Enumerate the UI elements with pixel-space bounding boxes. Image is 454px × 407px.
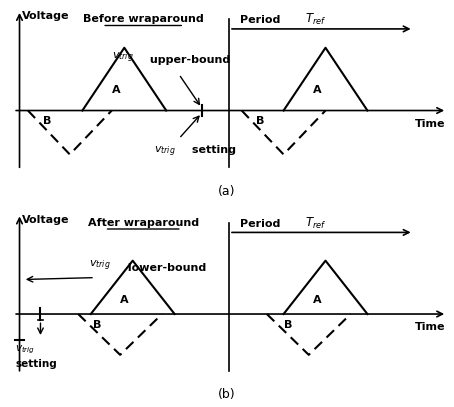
Text: $\mathit{T}_{ref}$: $\mathit{T}_{ref}$ xyxy=(305,215,326,230)
Text: After wraparound: After wraparound xyxy=(88,218,199,228)
Text: $\mathit{T}_{ref}$: $\mathit{T}_{ref}$ xyxy=(305,12,326,27)
Text: B: B xyxy=(257,116,265,126)
Text: Period: Period xyxy=(240,15,284,25)
Text: A: A xyxy=(112,85,120,95)
Text: A: A xyxy=(120,295,128,305)
Text: $v_{trig}$: $v_{trig}$ xyxy=(112,51,133,66)
Text: Time: Time xyxy=(415,119,445,129)
Text: Voltage: Voltage xyxy=(22,214,69,225)
Text: setting: setting xyxy=(15,359,57,369)
Text: (b): (b) xyxy=(218,388,236,401)
Text: B: B xyxy=(93,320,101,330)
Text: setting: setting xyxy=(188,145,236,155)
Text: Period: Period xyxy=(240,219,284,229)
Text: B: B xyxy=(284,320,292,330)
Text: B: B xyxy=(43,116,51,126)
Text: $v_{trig}$: $v_{trig}$ xyxy=(15,344,36,356)
Text: (a): (a) xyxy=(218,185,236,198)
Text: Voltage: Voltage xyxy=(22,11,69,21)
Text: A: A xyxy=(313,85,321,95)
Text: $v_{trig}$: $v_{trig}$ xyxy=(153,145,175,160)
Text: A: A xyxy=(313,295,321,305)
Text: Time: Time xyxy=(415,322,445,332)
Text: $v_{trig}$: $v_{trig}$ xyxy=(89,259,110,273)
Text: Before wraparound: Before wraparound xyxy=(83,14,203,24)
Text: upper-bound: upper-bound xyxy=(146,55,230,66)
Text: lower-bound: lower-bound xyxy=(124,263,207,273)
